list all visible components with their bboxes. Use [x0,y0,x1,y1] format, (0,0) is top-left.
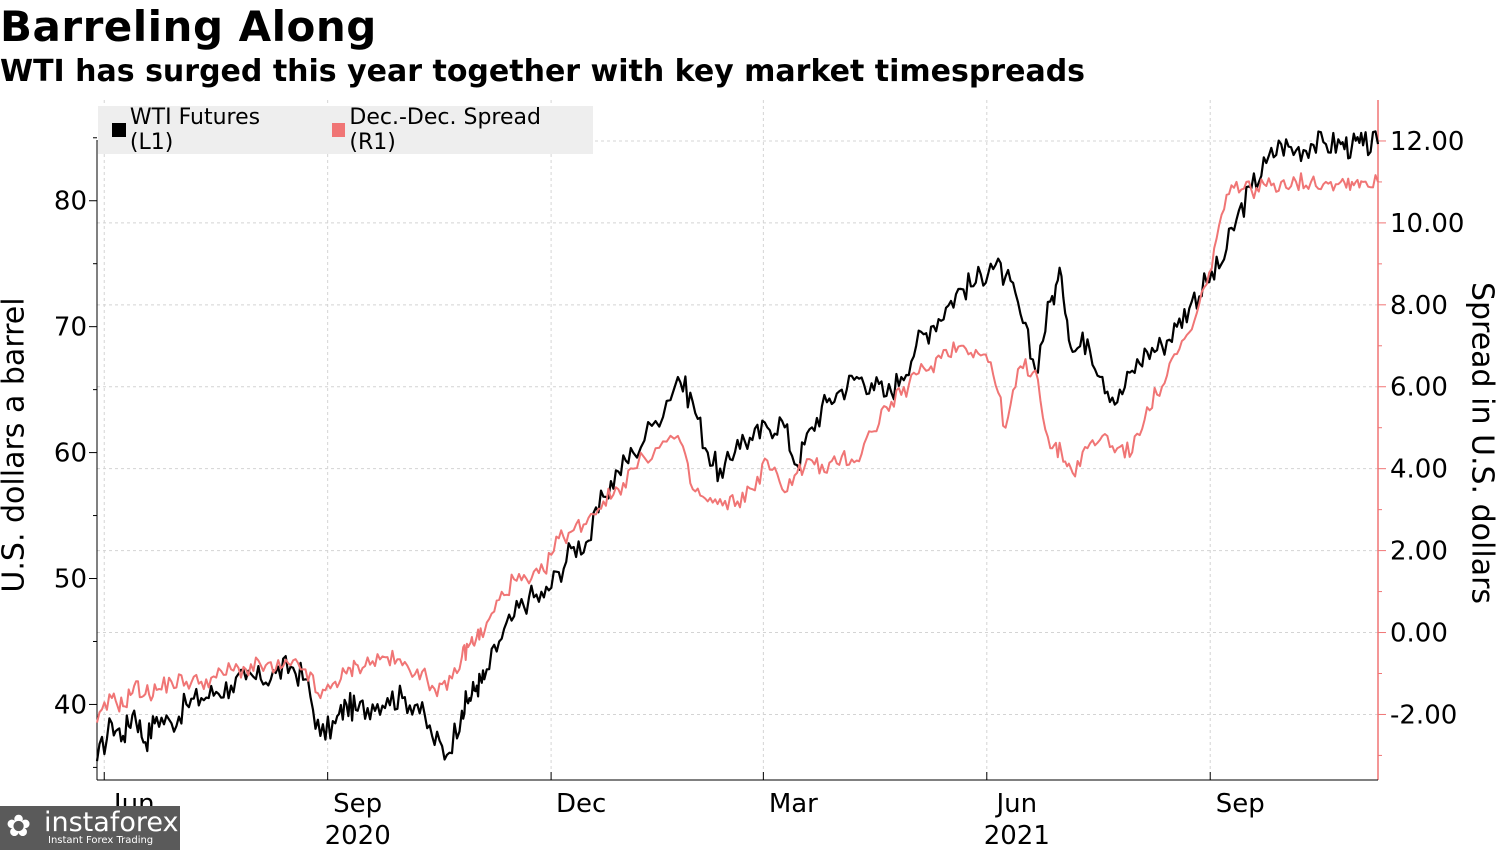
legend: WTI Futures (L1) Dec.-Dec. Spread (R1) [98,105,594,155]
chart-title: Barreling Along [0,2,377,51]
watermark-logo: ✿ instaforex Instant Forex Trading [0,806,180,850]
chart-subtitle: WTI has surged this year together with k… [0,54,1086,89]
x-tick-label: Sep [1216,789,1265,819]
gear-icon: ✿ [6,809,32,844]
grid-lines [97,100,1378,780]
legend-label-wti: WTI Futures (L1) [129,105,261,155]
left-axis-label: U.S. dollars a barrel [0,297,32,593]
right-tick-label: 10.00 [1390,209,1464,239]
right-tick-label: 12.00 [1390,127,1464,157]
x-tick-label: Sep [333,789,382,819]
legend-item-spread: Dec.-Dec. Spread (R1) [331,105,594,155]
legend-swatch-wti [112,123,126,137]
legend-item-wti: WTI Futures (L1) [112,105,310,155]
right-tick-label: 4.00 [1390,455,1448,485]
series-line-spread [96,172,1379,723]
tick-labels: 40 50 60 70 80 -2.00 0.00 2.00 4.00 6.00 8.00 10.00… [54,127,1465,850]
series-line-wti [95,130,1380,762]
axes [89,100,1386,781]
legend-label-spread: Dec.-Dec. Spread (R1) [349,105,541,155]
right-tick-label: 6.00 [1390,373,1448,403]
watermark-name: instaforex [44,807,179,838]
left-tick-label: 80 [54,187,87,217]
right-tick-label: 0.00 [1390,619,1448,649]
right-tick-label: 2.00 [1390,537,1448,567]
x-tick-label: Mar [769,789,818,819]
left-tick-label: 40 [54,690,87,720]
x-tick-label: Dec [556,789,606,819]
legend-swatch-spread [331,123,346,137]
year-label: 2021 [984,821,1050,850]
x-tick-label: Jun [994,789,1037,819]
left-tick-label: 60 [54,439,87,469]
watermark-tagline: Instant Forex Trading [48,835,154,846]
year-label: 2020 [325,821,391,850]
right-tick-label: -2.00 [1390,700,1457,730]
left-tick-label: 70 [54,313,87,343]
right-axis-label: Spread in U.S. dollars [1464,281,1500,605]
left-tick-label: 50 [54,565,87,595]
right-tick-label: 8.00 [1390,291,1448,321]
series-layer [95,130,1380,762]
